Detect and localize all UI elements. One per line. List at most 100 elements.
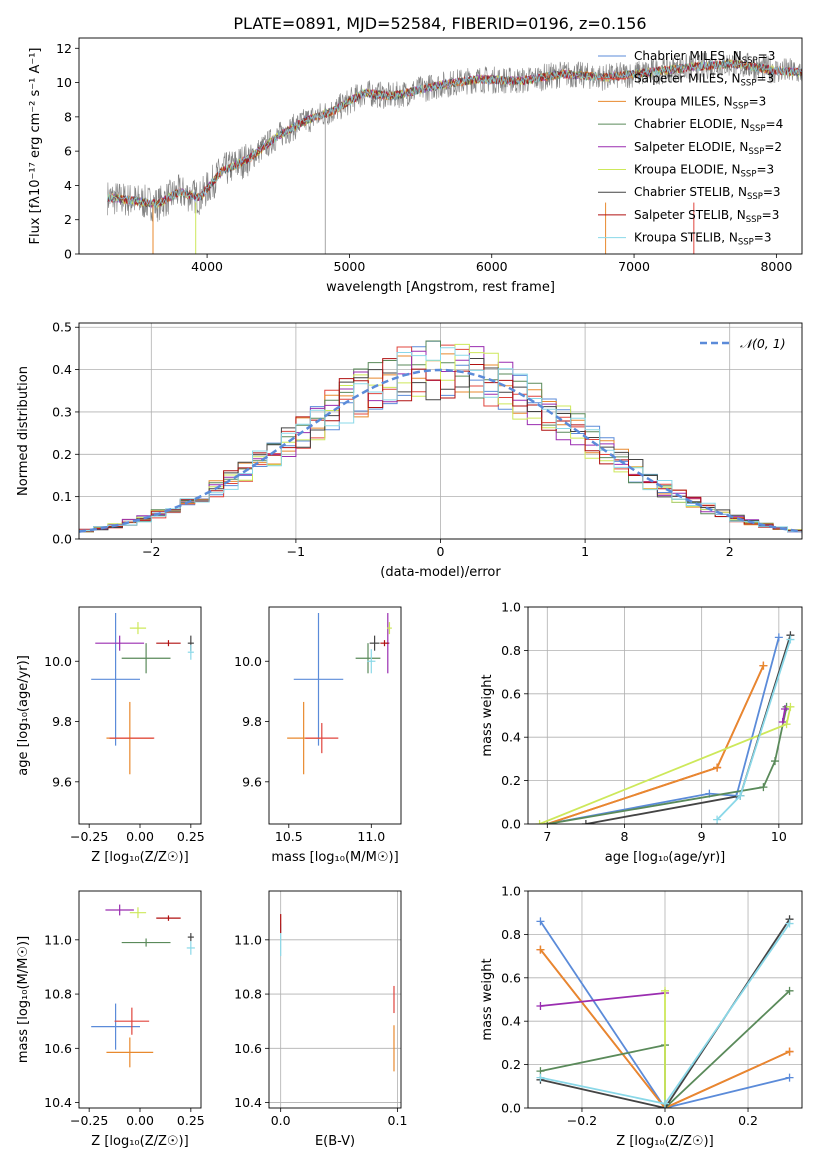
series-marker <box>535 820 544 824</box>
series-marker <box>661 1099 669 1108</box>
series-marker <box>713 815 722 824</box>
y-axis-label: mass weight <box>480 958 495 1040</box>
observed-spectrum <box>107 51 802 222</box>
errorbar-point-chabrier_miles <box>293 613 344 746</box>
errorbar-point-chabrier_elodie <box>355 643 381 674</box>
errorbar-point-salpeter_stelib <box>156 915 181 921</box>
mass_weight_vs_age-frame <box>527 606 803 825</box>
errorbar-point-salpeter_elodie <box>105 904 134 916</box>
chart-mass_vs_Z: −0.25 0.00 0.25 10.4 10.6 10.8 11.0 Z [log₁₀(Z/… <box>16 890 205 1149</box>
x-tick-label: 0.0 <box>655 1113 675 1128</box>
legend-label: Salpeter ELODIE, NSSP=2 <box>634 140 782 157</box>
x-axis-label: Z [log₁₀(Z/Z☉)] <box>91 1134 188 1149</box>
y-tick-label: 0.2 <box>501 1057 521 1072</box>
series-marker <box>713 763 722 772</box>
y-tick-label: 6 <box>64 144 72 159</box>
y-tick-label: 0.8 <box>501 643 521 658</box>
mass_weight_vs_Z-frame <box>527 890 803 1109</box>
legend-label: Chabrier ELODIE, NSSP=4 <box>634 117 783 134</box>
x-tick-label: −0.25 <box>70 829 108 844</box>
x-tick-label: 10 <box>771 829 787 844</box>
y-tick-label: 0.0 <box>501 1101 521 1116</box>
y-tick-label: 10.6 <box>234 1041 262 1056</box>
y-tick-label: 9.6 <box>52 774 72 789</box>
age_vs_mass-frame <box>268 606 402 825</box>
age_vs_mass-data <box>287 613 392 775</box>
y-tick-label: 0.2 <box>52 447 72 462</box>
mass_weight_vs_Z-data <box>536 915 794 1108</box>
legend-label: Chabrier MILES, NSSP=3 <box>634 49 775 66</box>
series-kroupa_elodie <box>661 986 669 1108</box>
y-tick-label: 4 <box>64 178 72 193</box>
x-axis-label: E(B-V) <box>315 1134 355 1149</box>
residuals-data <box>79 340 802 535</box>
series-line <box>547 665 765 824</box>
mass_weight_vs_age-data <box>535 631 795 824</box>
y-tick-label: 9.8 <box>52 714 72 729</box>
series-marker <box>774 633 783 642</box>
y-tick-label: 0.6 <box>501 970 521 985</box>
errorbar-point-kroupa_stelib <box>186 941 195 955</box>
y-tick-label: 0.6 <box>501 686 521 701</box>
series-line <box>585 634 792 824</box>
y-tick-label: 0.4 <box>501 1014 521 1029</box>
series-line <box>539 706 792 824</box>
y-tick-label: 0.4 <box>501 730 521 745</box>
y-tick-label: 8 <box>64 109 72 124</box>
x-tick-label: 7000 <box>618 259 650 274</box>
y-tick-label: 10 <box>56 75 72 90</box>
chart-mass_weight_vs_age: 7 8 9 10 0.0 0.2 0.4 0.6 0.8 1.0 age [log₁₀(age/yr… <box>480 600 803 865</box>
model-spectrum-kroupa_stelib <box>107 60 802 209</box>
y-tick-label: 0.1 <box>52 489 72 504</box>
x-tick-label: 0 <box>437 544 445 559</box>
y-axis-label: age [log₁₀(age/yr)] <box>16 655 31 776</box>
y-tick-label: 11.0 <box>44 932 72 947</box>
x-tick-label: 4000 <box>191 259 223 274</box>
y-tick-label: 2 <box>64 212 72 227</box>
y-tick-label: 0.2 <box>501 773 521 788</box>
y-axis-label: Normed distribution <box>16 366 31 496</box>
mass_vs_ebv-data <box>280 914 395 1072</box>
errorbar-point-chabrier_stelib <box>187 933 194 942</box>
errorbar-point-kroupa_elodie <box>129 622 147 635</box>
chart-mass_weight_vs_Z: −0.2 0.0 0.2 0.0 0.2 0.4 0.6 0.8 1.0 Z [log₁₀(Z/Z… <box>480 884 803 1149</box>
mass_weight_vs_age-grid <box>528 606 802 825</box>
legend-label: Kroupa MILES, NSSP=3 <box>634 94 766 111</box>
chart-mass_vs_ebv: 0.0 0.1 10.4 10.6 10.8 11.0 E(B-V) <box>234 890 408 1149</box>
x-axis-label: age [log₁₀(age/yr)] <box>605 850 726 865</box>
y-tick-label: 0.4 <box>52 362 72 377</box>
x-axis-label: (data-model)/error <box>380 565 501 580</box>
y-tick-label: 10.0 <box>234 654 262 669</box>
series-marker <box>782 720 791 729</box>
x-tick-label: 6000 <box>476 259 508 274</box>
errorbar-point-kroupa_miles <box>106 1037 154 1068</box>
y-tick-label: 9.8 <box>242 714 262 729</box>
x-tick-label: 0.1 <box>388 1113 408 1128</box>
histogram-kroupa_stelib <box>79 347 802 535</box>
series-marker <box>759 783 768 792</box>
y-tick-label: 0 <box>64 247 72 262</box>
series-marker <box>785 986 794 995</box>
x-tick-label: 1 <box>581 544 589 559</box>
age_vs_Z-frame <box>78 606 202 825</box>
x-tick-label: 2 <box>726 544 734 559</box>
x-tick-label: 11.0 <box>357 829 385 844</box>
x-tick-label: −2 <box>142 544 160 559</box>
y-tick-label: 10.4 <box>44 1095 72 1110</box>
x-tick-label: 8000 <box>760 259 792 274</box>
spectrum-legend: Chabrier MILES, NSSP=3 Salpeter MILES, NS… <box>598 49 783 248</box>
spectrum-data <box>107 51 802 254</box>
chart-residuals: −2 −1 0 1 2 0.0 0.1 0.2 0.3 0.4 0.5 (data-model)/er… <box>16 320 803 580</box>
series-kroupa_stelib <box>536 919 794 1108</box>
y-axis-label: mass [log₁₀(M/M☉)] <box>16 936 31 1063</box>
y-tick-label: 1.0 <box>501 884 521 899</box>
series-line <box>547 706 788 824</box>
series-line <box>539 920 790 1108</box>
x-tick-label: 0.2 <box>738 1113 758 1128</box>
y-tick-label: 10.8 <box>44 987 72 1002</box>
series-line <box>540 992 666 1007</box>
series-line <box>547 665 765 824</box>
series-kroupa_elodie <box>535 702 795 824</box>
x-axis-label: Z [log₁₀(Z/Z☉)] <box>91 850 188 865</box>
